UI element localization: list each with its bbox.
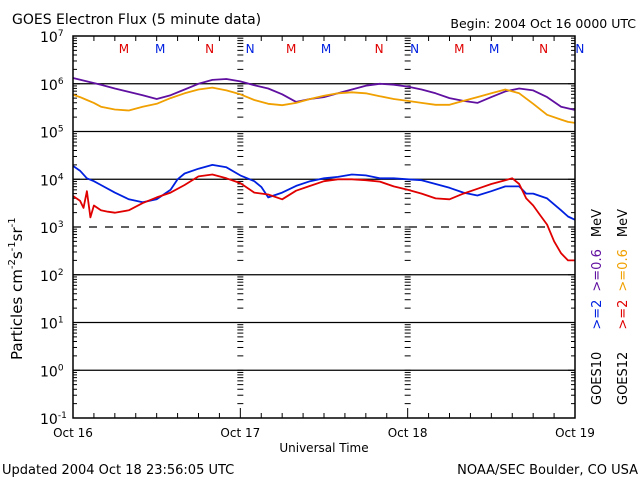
y-axis-label-main: Particles cm — [8, 269, 26, 360]
y-tick-exponent: 7 — [58, 29, 64, 39]
y-axis-label-sup3: -1 — [7, 217, 18, 227]
chart-title: GOES Electron Flux (5 minute data) — [12, 12, 261, 28]
legend-entry: MeV — [590, 209, 605, 237]
mlt-marker: N — [575, 42, 584, 56]
begin-label: Begin: 2004 Oct 16 0000 UTC — [450, 16, 636, 31]
y-tick-label: 101 — [40, 316, 64, 333]
series-line-0 — [72, 77, 576, 111]
y-axis-label-sr: sr — [8, 227, 26, 242]
legend-goes10: GOES10 >=2 >=0.6 MeV — [590, 209, 605, 405]
legend-entry: >=2 — [616, 300, 631, 330]
x-tick-labels: Oct 16 Oct 17 Oct 18 Oct 19 — [53, 426, 595, 440]
legend-entry: >=0.6 — [590, 249, 605, 291]
y-tick-exponent: 4 — [58, 172, 64, 182]
y-tick-label: 104 — [40, 172, 64, 189]
x-tick-label: Oct 19 — [555, 426, 595, 440]
legend: GOES10 >=2 >=0.6 MeV GOES12 >=2 >=0.6 MeV — [590, 209, 631, 405]
y-tick-label: 10-1 — [40, 411, 67, 428]
y-tick-exponent: 2 — [58, 268, 64, 278]
y-tick-exponent: 6 — [58, 77, 64, 87]
y-tick-base: 10 — [40, 221, 58, 237]
y-tick-label: 100 — [40, 363, 64, 380]
mlt-marker: M — [119, 42, 129, 56]
series-line-1 — [72, 86, 576, 124]
x-tick-label: Oct 17 — [220, 426, 260, 440]
series-line-2 — [72, 163, 576, 221]
legend-satellite: GOES12 — [616, 352, 631, 405]
legend-goes12: GOES12 >=2 >=0.6 MeV — [616, 209, 631, 405]
y-tick-base: 10 — [40, 126, 58, 142]
y-tick-base: 10 — [40, 364, 58, 380]
mlt-marker: M — [321, 42, 331, 56]
legend-satellite: GOES10 — [590, 352, 605, 405]
y-tick-base: 10 — [40, 317, 58, 333]
x-tick-label: Oct 18 — [388, 426, 428, 440]
mlt-marker: M — [155, 42, 165, 56]
y-tick-label: 105 — [40, 125, 64, 142]
mlt-marker: N — [246, 42, 255, 56]
y-tick-label: 103 — [40, 220, 64, 237]
series-lines — [72, 77, 576, 262]
plot-frame — [72, 35, 576, 419]
y-tick-base: 10 — [40, 78, 58, 94]
y-tick-base: 10 — [40, 30, 58, 46]
y-tick-base: 10 — [40, 412, 58, 428]
y-tick-base: 10 — [40, 269, 58, 285]
footer-updated: Updated 2004 Oct 18 23:56:05 UTC — [2, 463, 234, 478]
mlt-marker: N — [539, 42, 548, 56]
y-tick-exponent: -1 — [58, 411, 67, 421]
y-axis-label-sup2: -1 — [7, 241, 18, 251]
x-axis-label: Universal Time — [279, 441, 368, 455]
x-tick-label: Oct 16 — [53, 426, 93, 440]
series-line-3 — [72, 173, 575, 262]
legend-entry: >=2 — [590, 300, 605, 330]
y-tick-label: 106 — [40, 77, 64, 94]
y-tick-exponent: 0 — [58, 363, 64, 373]
mlt-marker: N — [205, 42, 214, 56]
gridlines — [73, 83, 575, 371]
mlt-marker: M — [489, 42, 499, 56]
y-tick-exponent: 1 — [58, 316, 64, 326]
y-tick-label: 102 — [40, 268, 64, 285]
mlt-marker: N — [375, 42, 384, 56]
y-axis-label-sup1: -2 — [7, 259, 18, 269]
mlt-marker: N — [410, 42, 419, 56]
y-axis-label-s: s — [8, 251, 26, 259]
y-tick-exponent: 5 — [58, 125, 64, 135]
mlt-marker: M — [286, 42, 296, 56]
mlt-marker: M — [454, 42, 464, 56]
y-tick-exponent: 3 — [58, 220, 64, 230]
footer-source: NOAA/SEC Boulder, CO USA — [457, 463, 638, 478]
y-tick-base: 10 — [40, 173, 58, 189]
legend-entry: >=0.6 — [616, 249, 631, 291]
legend-entry: MeV — [616, 209, 631, 237]
y-axis-label: Particles cm-2s-1sr-1 — [7, 217, 26, 360]
y-tick-label: 107 — [40, 29, 64, 46]
